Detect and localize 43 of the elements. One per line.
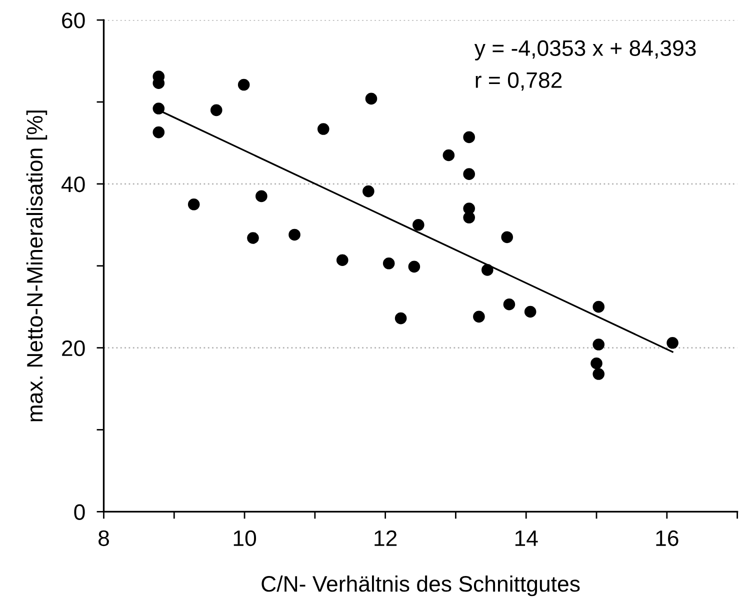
- point: [592, 338, 605, 350]
- point: [382, 258, 395, 270]
- y-tick-label: 40: [61, 176, 85, 192]
- x-tick-label: 8: [98, 530, 109, 546]
- point: [590, 357, 602, 370]
- annotation: y = -4,0353 x + 84,393: [474, 40, 696, 60]
- point: [210, 104, 222, 116]
- point: [501, 231, 514, 244]
- point: [336, 254, 348, 266]
- point: [503, 298, 516, 310]
- point: [365, 92, 378, 105]
- x-tick-label: 12: [374, 530, 397, 546]
- x-tick-label: 14: [515, 530, 538, 546]
- point: [247, 232, 259, 244]
- y-tick-label: 0: [74, 504, 85, 520]
- point: [592, 368, 605, 380]
- point: [256, 190, 268, 202]
- point: [463, 168, 475, 180]
- point: [463, 131, 475, 144]
- point: [524, 306, 536, 318]
- y-axis-title: max. Netto-N-Mineralisation [%]: [26, 110, 48, 422]
- y-tick-label: 20: [62, 340, 85, 356]
- point: [442, 149, 455, 162]
- annotation: r = 0,782: [476, 72, 562, 91]
- x-tick-label: 10: [234, 530, 256, 546]
- point: [481, 264, 494, 276]
- point: [408, 260, 420, 273]
- x-axis-title: C/N- Verhältnis des Schnittgutes: [262, 575, 580, 596]
- point: [412, 218, 424, 231]
- y-tick-label: 60: [62, 12, 85, 28]
- point: [666, 336, 678, 349]
- x-tick-label: 16: [656, 530, 678, 546]
- point: [394, 312, 407, 324]
- point: [463, 212, 475, 224]
- point: [152, 102, 165, 114]
- point: [362, 185, 374, 198]
- point: [288, 228, 300, 241]
- point: [152, 126, 165, 138]
- point: [238, 78, 250, 91]
- point: [592, 300, 605, 313]
- point: [188, 198, 200, 210]
- point: [317, 123, 330, 135]
- point: [473, 310, 485, 323]
